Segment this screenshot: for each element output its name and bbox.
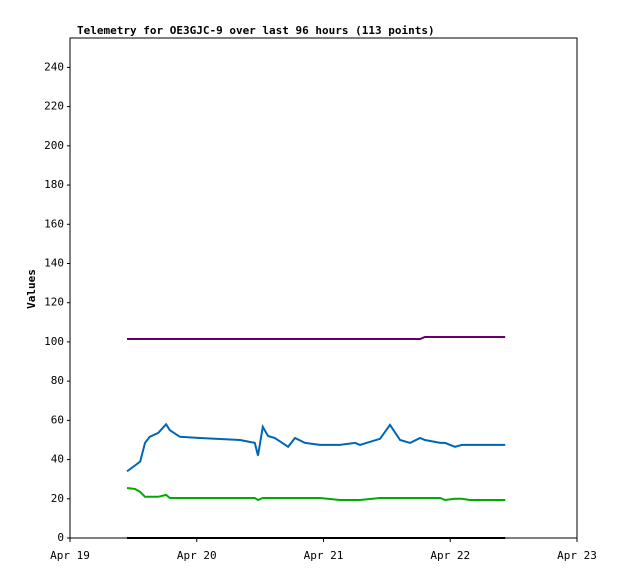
y-tick-label: 20 bbox=[51, 492, 64, 505]
y-tick-label: 140 bbox=[44, 256, 64, 269]
x-tick-label: Apr 20 bbox=[177, 549, 217, 562]
y-tick-label: 120 bbox=[44, 296, 64, 309]
y-tick-label: 60 bbox=[51, 413, 64, 426]
x-tick-label: Apr 21 bbox=[304, 549, 344, 562]
y-tick-label: 220 bbox=[44, 100, 64, 113]
series-line bbox=[127, 336, 506, 340]
y-tick-label: 160 bbox=[44, 217, 64, 230]
x-tick-label: Apr 23 bbox=[557, 549, 597, 562]
y-tick-label: 0 bbox=[57, 531, 64, 544]
series-line bbox=[126, 487, 506, 502]
y-tick-label: 200 bbox=[44, 139, 64, 152]
chart-title: Telemetry for OE3GJC-9 over last 96 hour… bbox=[77, 24, 435, 37]
y-tick-label: 100 bbox=[44, 335, 64, 348]
y-tick-label: 40 bbox=[51, 453, 64, 466]
y-axis-label: Values bbox=[25, 269, 38, 309]
y-tick-label: 180 bbox=[44, 178, 64, 191]
series-line bbox=[126, 422, 506, 473]
x-tick-label: Apr 22 bbox=[430, 549, 470, 562]
y-tick-label: 80 bbox=[51, 374, 64, 387]
y-tick-label: 240 bbox=[44, 60, 64, 73]
x-tick-label: Apr 19 bbox=[50, 549, 90, 562]
